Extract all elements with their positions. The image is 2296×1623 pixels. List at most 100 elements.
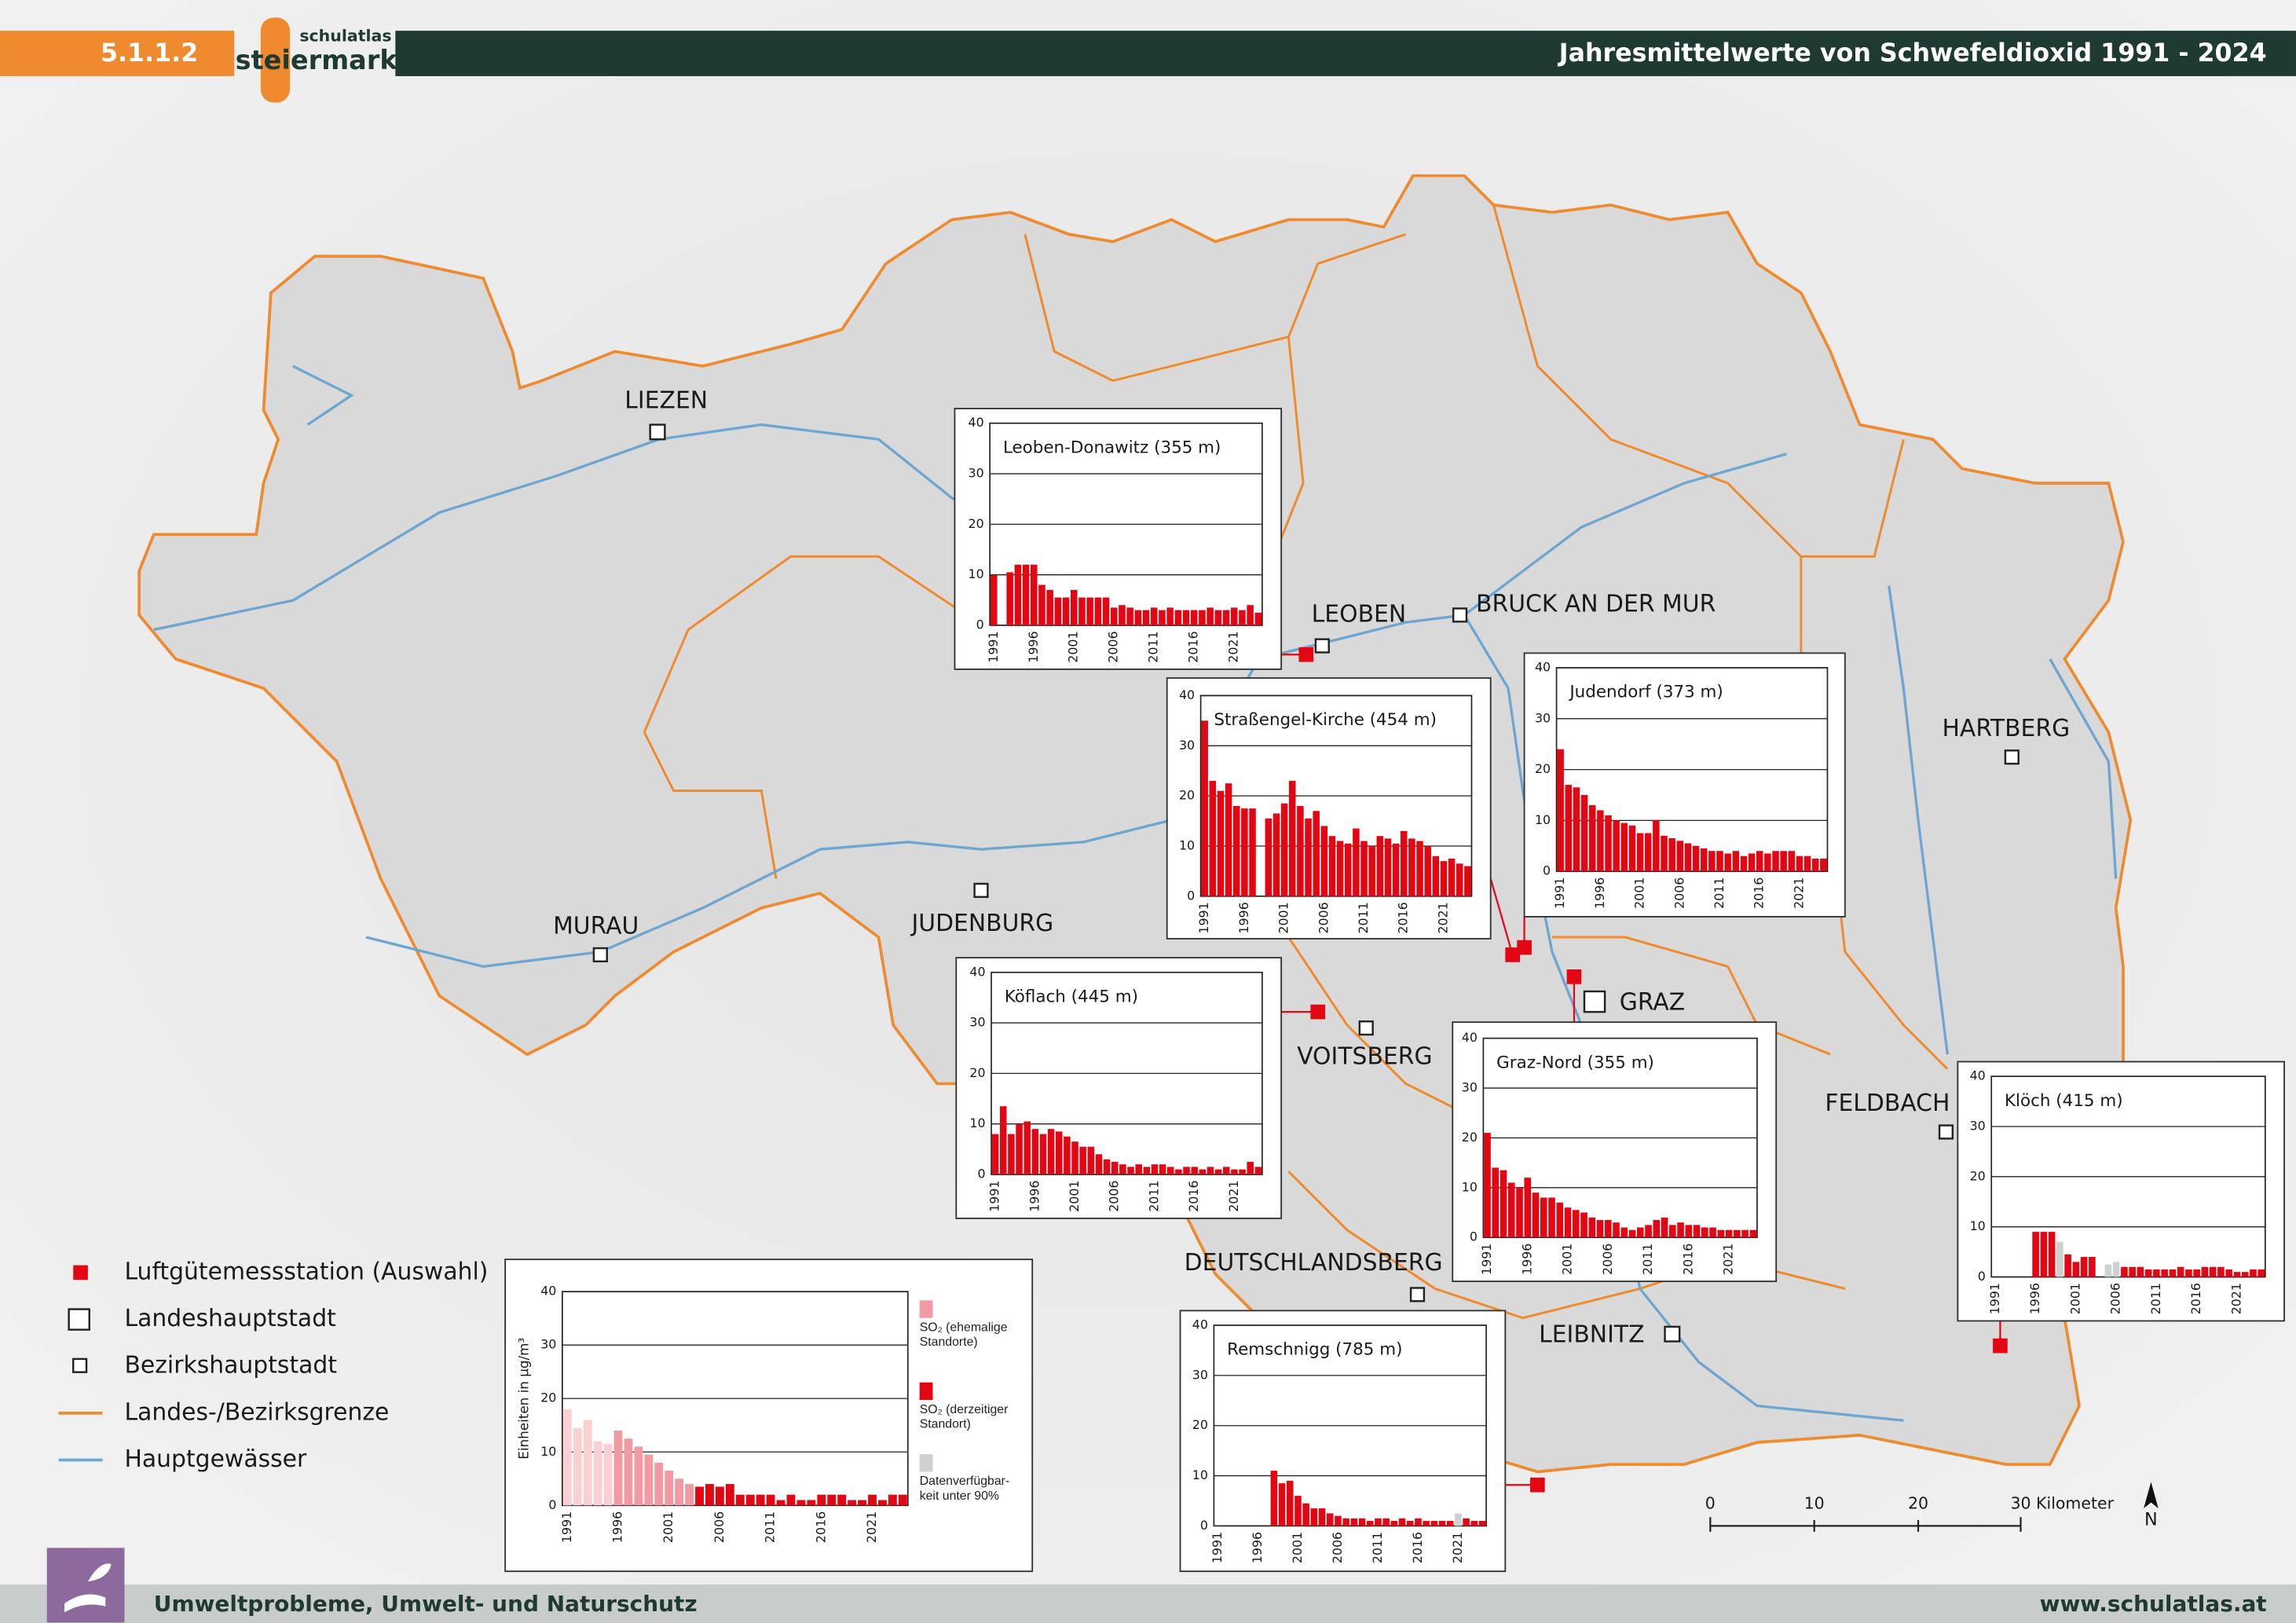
bar: [2080, 1256, 2088, 1277]
bar: [1280, 803, 1288, 896]
bar: [898, 1494, 907, 1506]
x-tick-label: 2016: [1396, 902, 1411, 933]
legend-entry: SO₂ (derzeitiger Standort): [920, 1401, 1009, 1431]
bar: [1294, 1496, 1302, 1526]
chart-title: Köflach (445 m): [1005, 987, 1138, 1006]
bar: [1507, 1182, 1515, 1238]
bar: [1368, 845, 1375, 896]
y-tick-label: 0: [976, 617, 984, 632]
bar: [1143, 1167, 1151, 1175]
bar: [2137, 1266, 2144, 1277]
bar: [1628, 1229, 1636, 1238]
bar: [2225, 1269, 2232, 1277]
y-tick-label: 10: [1192, 1467, 1208, 1482]
y-tick-label: 0: [1470, 1229, 1478, 1244]
bar: [1440, 861, 1448, 896]
bar: [1135, 1164, 1142, 1175]
legend-entry-label: SO₂ (ehemalige Standorte): [919, 1319, 1008, 1349]
x-tick-label: 1991: [1479, 1244, 1494, 1275]
bar: [1006, 572, 1013, 625]
bar: [1375, 1518, 1382, 1526]
x-tick-label: 2006: [712, 1511, 727, 1543]
x-tick-label: 2006: [1107, 1180, 1122, 1211]
bar: [1159, 610, 1166, 625]
bar: [1087, 1146, 1095, 1175]
bar: [1564, 1207, 1572, 1238]
bar: [837, 1494, 847, 1506]
x-tick-label: 2011: [1146, 631, 1161, 662]
bar: [1014, 564, 1022, 625]
bar: [1055, 1131, 1063, 1175]
city-marker: [1409, 1287, 1426, 1302]
bar: [1278, 1483, 1286, 1526]
bar: [1430, 1521, 1438, 1526]
x-tick-label: 2001: [661, 1511, 676, 1543]
x-tick-label: 2016: [1680, 1244, 1695, 1275]
x-tick-label: 1991: [559, 1511, 574, 1543]
bar: [583, 1420, 592, 1506]
bar: [745, 1494, 755, 1506]
chart-title: Straßengel-Kirche (454 m): [1214, 710, 1437, 730]
city-marker: [649, 423, 666, 441]
bar: [2089, 1256, 2096, 1277]
bar: [1406, 1521, 1414, 1526]
bar: [1448, 858, 1456, 896]
city-label: LEIBNITZ: [1539, 1321, 1644, 1349]
bar: [1416, 841, 1423, 896]
bar: [2121, 1266, 2128, 1277]
bar: [1031, 1129, 1039, 1175]
y-tick-label: 0: [1543, 863, 1551, 878]
x-tick-label: 2021: [1450, 1532, 1465, 1563]
bar: [1484, 1133, 1491, 1238]
district-border: [1287, 936, 1465, 1115]
bar: [1709, 1227, 1716, 1238]
bar: [1653, 820, 1660, 872]
bar: [1620, 822, 1628, 872]
bar: [1573, 787, 1580, 872]
y-tick-label: 40: [1970, 1068, 1986, 1083]
bar: [705, 1484, 714, 1506]
bar: [1046, 589, 1053, 625]
bar: [807, 1500, 816, 1506]
bar: [1572, 1210, 1580, 1238]
x-tick-label: 2006: [1316, 902, 1331, 933]
bar: [2233, 1272, 2241, 1277]
logo-s: [260, 17, 291, 103]
district-border: [1551, 936, 1831, 1056]
bar: [1596, 1219, 1604, 1238]
bar: [1231, 1169, 1238, 1175]
chart-title: Klöch (415 m): [2005, 1091, 2123, 1111]
bar: [634, 1446, 643, 1506]
x-tick-label: 1996: [1519, 1244, 1534, 1275]
legend-swatch: [919, 1382, 933, 1401]
station-marker: [1517, 940, 1532, 955]
district-border: [1273, 336, 1305, 557]
city-label: LIEZEN: [624, 387, 708, 414]
bar: [1384, 838, 1392, 896]
bar: [827, 1494, 837, 1506]
bar: [2032, 1232, 2039, 1277]
x-tick-label: 2021: [1791, 877, 1806, 909]
bar: [1241, 808, 1248, 896]
bar: [1423, 1521, 1430, 1526]
bar: [2048, 1232, 2056, 1277]
bar: [1613, 820, 1620, 872]
bar: [1532, 1193, 1540, 1238]
bar: [1676, 841, 1684, 872]
y-tick-label: 40: [540, 1284, 556, 1299]
legend-label: Luftgütemessstation (Auswahl): [124, 1258, 488, 1285]
x-tick-label: 1996: [610, 1511, 625, 1543]
y-tick-label: 0: [1978, 1269, 1986, 1284]
bar: [1772, 851, 1779, 872]
bar: [1222, 610, 1230, 625]
y-tick-label: 10: [969, 1116, 985, 1130]
bar: [1064, 1136, 1071, 1175]
x-tick-label: 1996: [1250, 1532, 1265, 1563]
city-label: HARTBERG: [1943, 715, 2071, 742]
x-tick-label: 2001: [1632, 877, 1647, 909]
bar: [1209, 780, 1217, 896]
bar: [868, 1494, 877, 1506]
bar: [2209, 1266, 2217, 1277]
chart-title: Leoben-Donawitz (355 m): [1003, 438, 1221, 457]
x-tick-label: 2006: [2108, 1283, 2123, 1314]
